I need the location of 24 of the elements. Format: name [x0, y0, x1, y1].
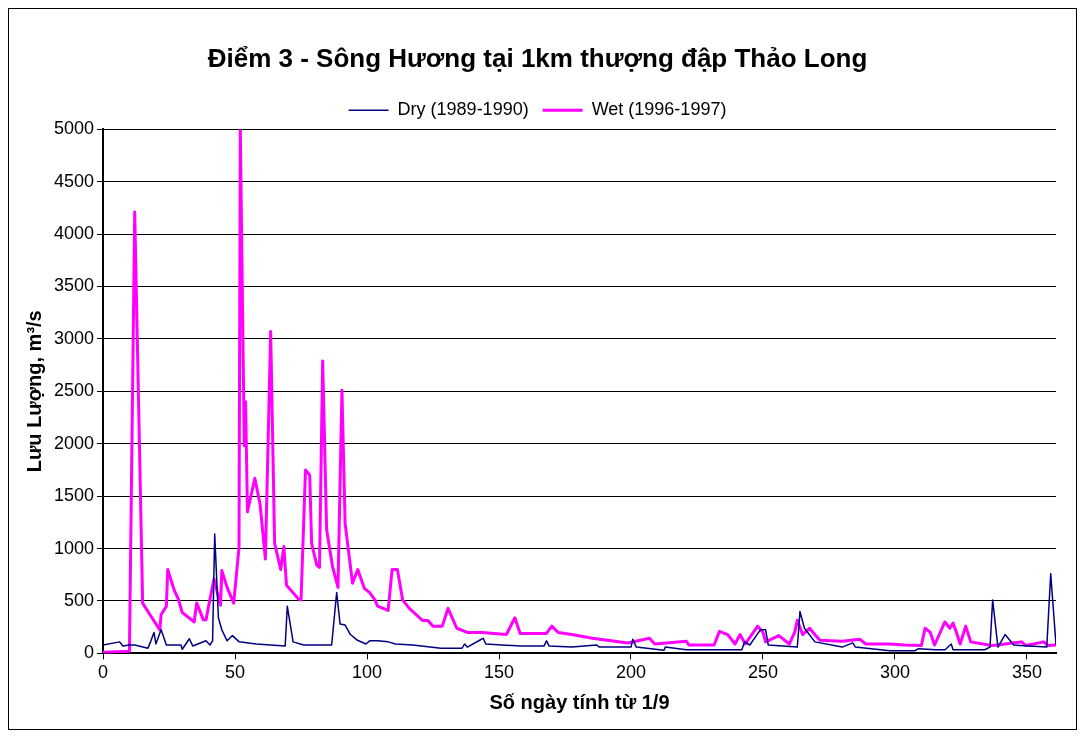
x-tick-label: 100	[352, 662, 383, 683]
y-tick-label: 5000	[54, 118, 95, 139]
y-tick-label: 1000	[54, 537, 95, 558]
y-tick-label: 2500	[54, 380, 95, 401]
y-tick-label: 1500	[54, 485, 95, 506]
x-tick-label: 0	[98, 662, 109, 683]
y-tick-label: 0	[84, 642, 95, 663]
y-tick-label: 500	[64, 589, 95, 610]
x-tick-label: 250	[747, 662, 779, 683]
y-tick-label: 4500	[54, 170, 95, 191]
x-tick-label: 200	[615, 662, 647, 683]
y-tick-label: 3000	[54, 327, 95, 348]
y-tick-label: 4000	[54, 223, 95, 244]
x-tick-label: 150	[483, 662, 515, 683]
chart-title: Điểm 3 - Sông Hương tại 1km thượng đập Thảo Long	[207, 42, 868, 73]
x-tick-label: 50	[225, 662, 246, 683]
y-tick-label: 2000	[54, 432, 95, 453]
y-tick-label: 3500	[54, 275, 95, 296]
x-tick-label: 300	[879, 662, 910, 683]
y-axis-title: Lưu Lượng, m³/s	[22, 310, 45, 473]
legend-label: Wet (1996-1997)	[591, 99, 727, 120]
legend-label: Dry (1989-1990)	[397, 99, 529, 120]
x-axis-title: Số ngày tính từ 1/9	[489, 690, 670, 713]
x-tick-label: 350	[1011, 662, 1042, 683]
